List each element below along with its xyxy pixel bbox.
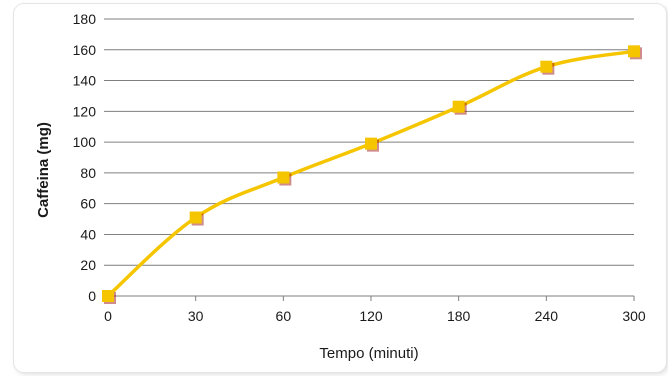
y-tick-label: 40 [80,226,96,242]
x-tick-label: 120 [359,308,383,324]
x-tick-label: 300 [622,308,646,324]
gridlines [104,18,634,297]
y-axis-ticks: 0 20 40 60 80 100 120 140 160 180 [73,11,97,304]
y-tick-label: 160 [73,42,97,58]
data-point [365,137,377,150]
data-point [452,100,465,113]
x-tick-label: 240 [535,308,559,324]
data-point [189,211,202,224]
x-axis-title: Tempo (minuti) [319,345,418,362]
y-tick-label: 100 [73,134,97,150]
y-tick-label: 80 [80,165,96,181]
data-point [540,60,553,73]
y-tick-label: 60 [80,196,96,212]
x-tick-label: 0 [104,308,112,324]
x-tick-label: 30 [188,308,204,324]
series [102,45,642,304]
x-axis-ticks: 0 30 60 120 180 240 300 [104,296,646,324]
y-tick-label: 140 [73,73,97,89]
data-point [102,290,114,302]
y-tick-label: 180 [73,11,97,27]
y-tick-label: 120 [73,103,97,119]
series-line [106,49,636,298]
y-tick-label: 0 [88,288,96,304]
y-tick-label: 20 [80,257,96,273]
y-axis-title: Caffeina (mg) [35,122,52,218]
x-tick-label: 60 [276,308,292,324]
data-point [628,45,640,58]
data-point [277,171,290,184]
x-tick-label: 180 [447,308,471,324]
